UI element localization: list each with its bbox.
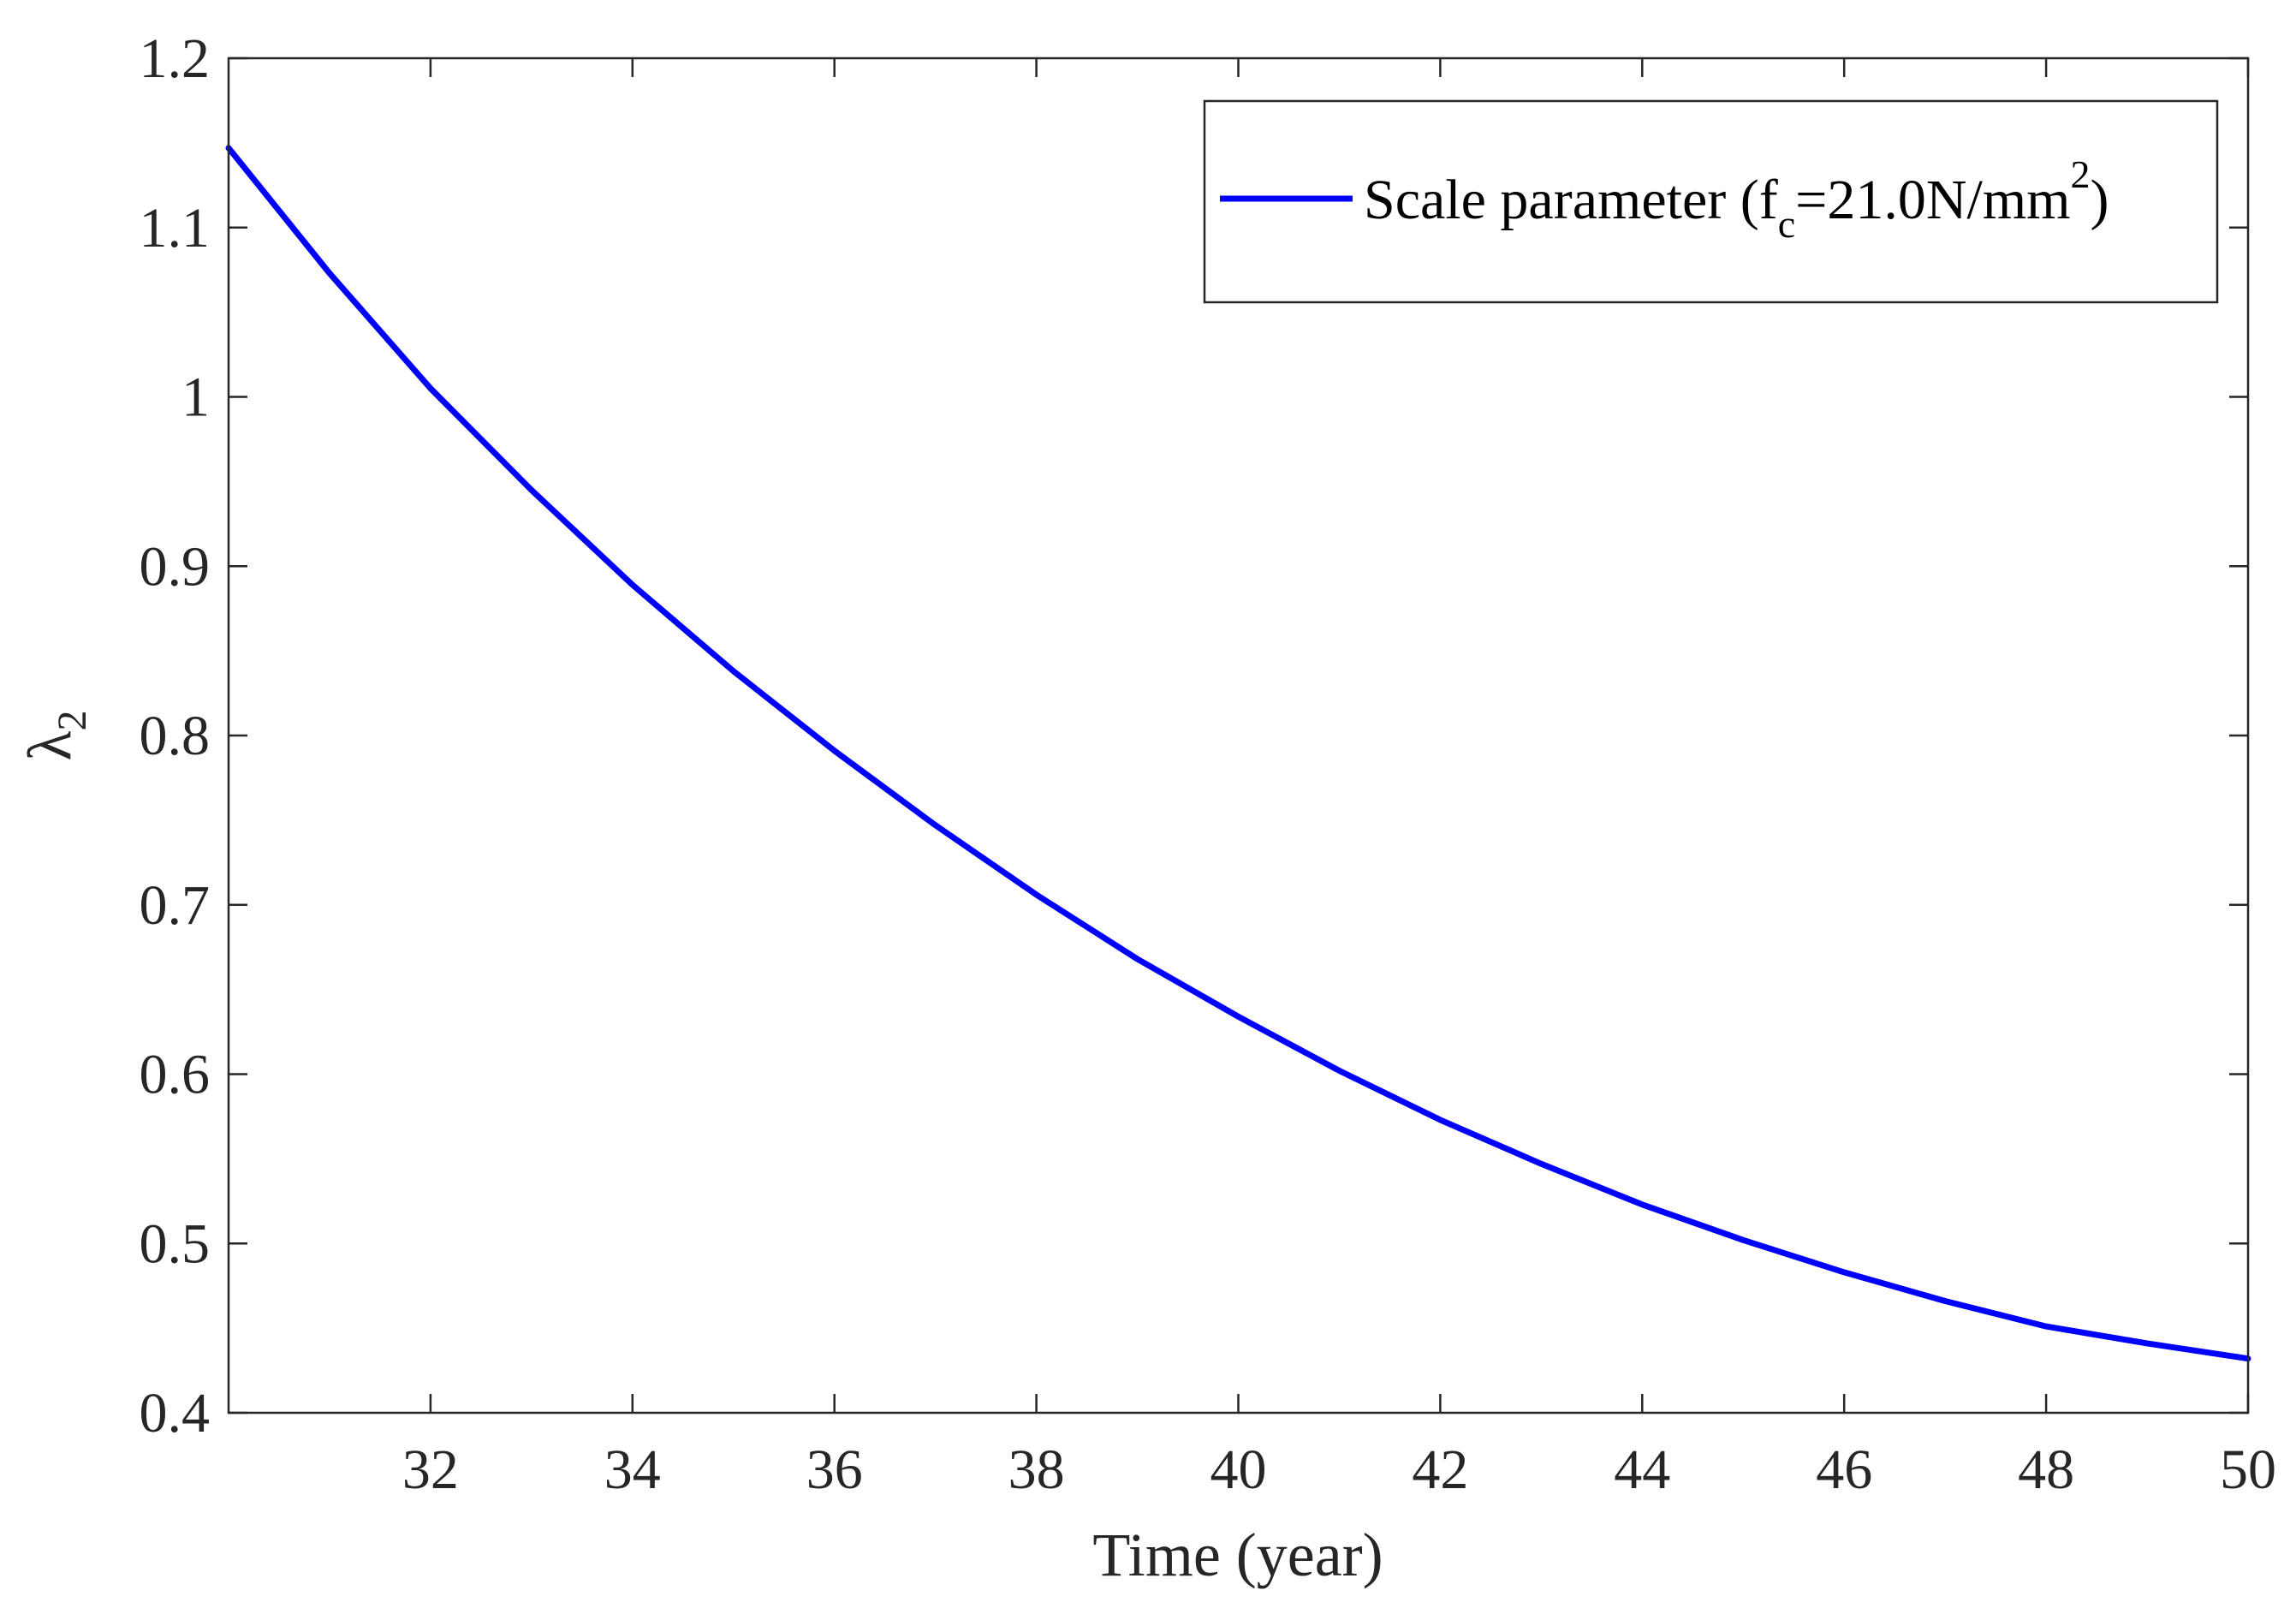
y-axis-symbol: λ <box>15 730 84 760</box>
y-tick-label-1: 1 <box>181 366 210 429</box>
y-tick-label-0-7: 0.7 <box>140 874 211 937</box>
x-tick-label-36: 36 <box>806 1438 863 1501</box>
y-tick-label-0-8: 0.8 <box>140 705 211 767</box>
legend-label-main: Scale parameter (f <box>1364 169 1778 231</box>
legend-label-end: ) <box>2091 169 2109 231</box>
legend-label-sup: 2 <box>2071 152 2091 196</box>
x-tick-label-38: 38 <box>1008 1438 1065 1501</box>
axes-box <box>227 57 2250 1415</box>
y-axis-subscript: 2 <box>50 711 95 731</box>
series-layer <box>225 145 2251 1362</box>
x-tick-label-44: 44 <box>1614 1438 1670 1501</box>
y-tick-label-0-4: 0.4 <box>140 1382 211 1444</box>
y-axis-title: λ2 <box>15 711 95 761</box>
legend-label-sub: c <box>1778 202 1795 246</box>
y-tick-label-1-1: 1.1 <box>140 197 211 259</box>
legend: Scale parameter (fc=21.0N/mm2) <box>1203 99 2219 304</box>
x-tick-label-48: 48 <box>2018 1438 2074 1501</box>
y-axis: 0.4 0.5 0.6 0.7 0.8 0.9 1 1.1 1.2 <box>140 27 2248 1444</box>
x-axis-title: Time (year) <box>1092 1521 1383 1589</box>
series-line-0 <box>225 145 2251 1362</box>
x-tick-label-34: 34 <box>604 1438 661 1501</box>
x-tick-label-40: 40 <box>1210 1438 1267 1501</box>
x-tick-label-32: 32 <box>402 1438 459 1501</box>
x-axis: 32 34 36 38 40 42 44 46 48 50 <box>402 58 2276 1501</box>
x-tick-label-46: 46 <box>1816 1438 1872 1501</box>
x-tick-label-42: 42 <box>1412 1438 1468 1501</box>
legend-box <box>1203 99 2219 304</box>
y-tick-label-0-9: 0.9 <box>140 535 211 598</box>
x-tick-label-50: 50 <box>2220 1438 2276 1501</box>
legend-label: Scale parameter (fc=21.0N/mm2) <box>1364 152 2109 246</box>
y-tick-label-0-6: 0.6 <box>140 1044 211 1106</box>
legend-label-mid: =21.0N/mm <box>1795 169 2070 231</box>
y-tick-label-1-2: 1.2 <box>140 27 211 90</box>
y-tick-label-0-5: 0.5 <box>140 1212 211 1275</box>
